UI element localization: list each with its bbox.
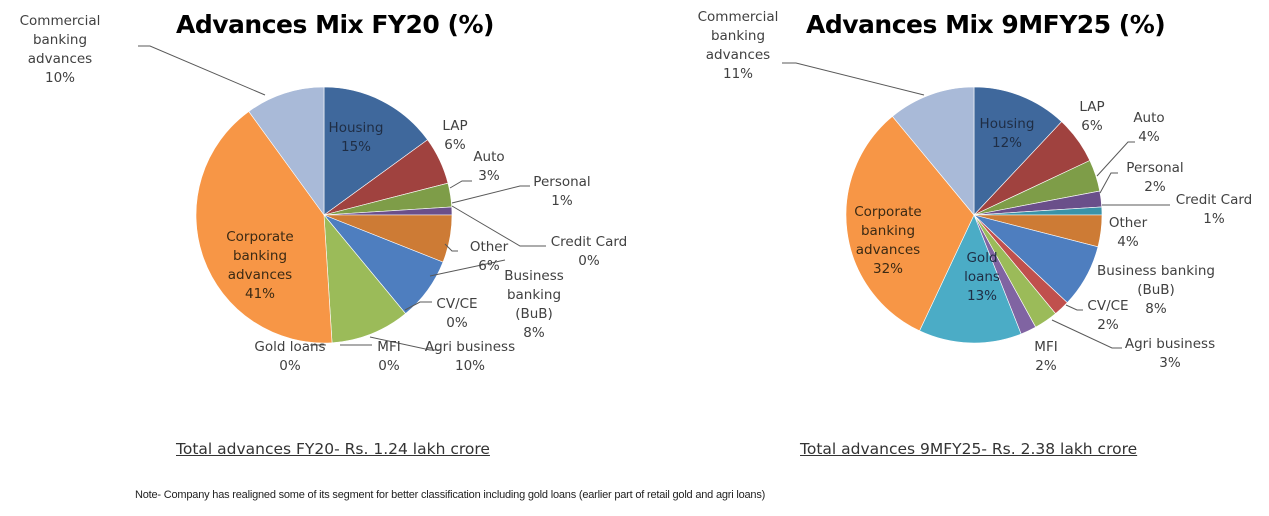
leader-line — [451, 185, 530, 204]
data-label-auto: Auto 4% — [1133, 110, 1164, 145]
pie-slice-corporate-banking-advances — [195, 111, 333, 344]
data-label-mfi: MFI 0% — [377, 339, 400, 374]
leader-line — [369, 336, 440, 351]
pie-slice-corporate-banking-advances — [845, 115, 975, 332]
data-label-cv-ce: CV/CE 0% — [436, 296, 477, 331]
chart-title-9mfy25: Advances Mix 9MFY25 (%) — [806, 10, 1166, 39]
data-label-cv-ce: CV/CE 2% — [1087, 298, 1128, 333]
data-label-housing: Housing 15% — [329, 120, 384, 155]
leader-line — [1099, 172, 1118, 194]
data-label-credit-card: Credit Card 1% — [1176, 192, 1252, 227]
pie-slice-commercial-banking-advances — [248, 86, 325, 216]
footnote: Note- Company has realigned some of its … — [135, 489, 766, 501]
data-label-agri-business: Agri business 3% — [1125, 336, 1215, 371]
total-advances-9mfy25: Total advances 9MFY25- Rs. 2.38 lakh cro… — [800, 440, 1138, 458]
leader-line — [451, 205, 546, 247]
leader-line — [138, 45, 266, 96]
leader-line — [1096, 141, 1135, 177]
data-label-commercial-banking-advances: Commercial banking advances 11% — [698, 9, 779, 82]
data-label-business-banking-bub: Business banking (BuB) 8% — [1097, 263, 1215, 317]
data-label-agri-business: Agri business 10% — [425, 339, 515, 374]
data-label-gold-loans: Gold loans 0% — [254, 339, 325, 374]
data-label-lap: LAP 6% — [1079, 99, 1104, 134]
leader-line — [444, 243, 458, 252]
data-label-personal: Personal 2% — [1126, 160, 1183, 195]
data-label-mfi: MFI 2% — [1034, 339, 1057, 374]
leader-line — [429, 259, 506, 277]
chart-title-fy20: Advances Mix FY20 (%) — [176, 10, 494, 39]
pie-slice-commercial-banking-advances — [891, 86, 975, 216]
leader-line — [1065, 304, 1083, 311]
data-label-commercial-banking-advances: Commercial banking advances 10% — [20, 13, 101, 86]
data-label-gold-loans: Gold loans 13% — [964, 250, 1000, 304]
data-label-business-banking-bub: Business banking (BuB) 8% — [504, 268, 564, 341]
pie-9mfy25: Housing 12% LAP 6% Auto 4% Personal 2%Credit Ca… — [698, 9, 1253, 374]
data-label-other: Other 4% — [1109, 215, 1148, 250]
data-label-personal: Personal 1% — [533, 174, 590, 209]
pie-slice-agri-business — [323, 214, 407, 344]
data-label-auto: Auto 3% — [473, 149, 504, 184]
data-label-lap: LAP 6% — [442, 118, 467, 153]
leader-line — [782, 62, 925, 96]
data-label-other: Other 6% — [470, 239, 509, 274]
pie-charts-canvas: Housing 15%LAP 6%Auto 3% Personal 1%Credit Ca… — [20, 9, 1253, 374]
data-label-housing: Housing 12% — [980, 116, 1035, 151]
leader-line — [404, 301, 432, 311]
data-label-credit-card: Credit Card 0% — [551, 234, 627, 269]
leader-line — [1051, 319, 1122, 349]
leader-line — [449, 180, 472, 189]
pie-fy20: Housing 15% LAP 6%Auto 3% Personal 1% Credit Ca… — [20, 13, 628, 374]
pie-slice-housing — [323, 86, 428, 216]
data-label-corporate-banking-advances: Corporate banking advances 32% — [854, 204, 922, 277]
pie-slice-housing — [973, 86, 1063, 216]
pie-slice-gold-loans — [919, 214, 1022, 344]
total-advances-fy20: Total advances FY20- Rs. 1.24 lakh crore — [176, 440, 490, 458]
data-label-corporate-banking-advances: Corporate banking advances 41% — [226, 229, 294, 302]
